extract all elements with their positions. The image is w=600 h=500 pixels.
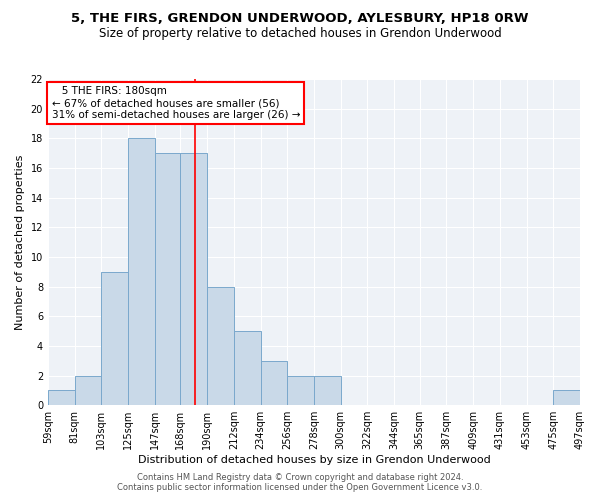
Bar: [207, 286, 234, 405]
Bar: [314, 376, 341, 405]
Bar: [260, 360, 287, 405]
Text: 5 THE FIRS: 180sqm   
← 67% of detached houses are smaller (56)
31% of semi-deta: 5 THE FIRS: 180sqm ← 67% of detached hou…: [52, 86, 300, 120]
X-axis label: Distribution of detached houses by size in Grendon Underwood: Distribution of detached houses by size …: [137, 455, 490, 465]
Text: 5, THE FIRS, GRENDON UNDERWOOD, AYLESBURY, HP18 0RW: 5, THE FIRS, GRENDON UNDERWOOD, AYLESBUR…: [71, 12, 529, 26]
Bar: [128, 138, 155, 405]
Bar: [234, 331, 260, 405]
Bar: [181, 153, 207, 405]
Bar: [553, 390, 580, 405]
Text: Size of property relative to detached houses in Grendon Underwood: Size of property relative to detached ho…: [98, 28, 502, 40]
Bar: [101, 272, 128, 405]
Text: Contains HM Land Registry data © Crown copyright and database right 2024.
Contai: Contains HM Land Registry data © Crown c…: [118, 473, 482, 492]
Bar: [74, 376, 101, 405]
Y-axis label: Number of detached properties: Number of detached properties: [15, 154, 25, 330]
Bar: [48, 390, 74, 405]
Bar: [287, 376, 314, 405]
Bar: [155, 153, 181, 405]
